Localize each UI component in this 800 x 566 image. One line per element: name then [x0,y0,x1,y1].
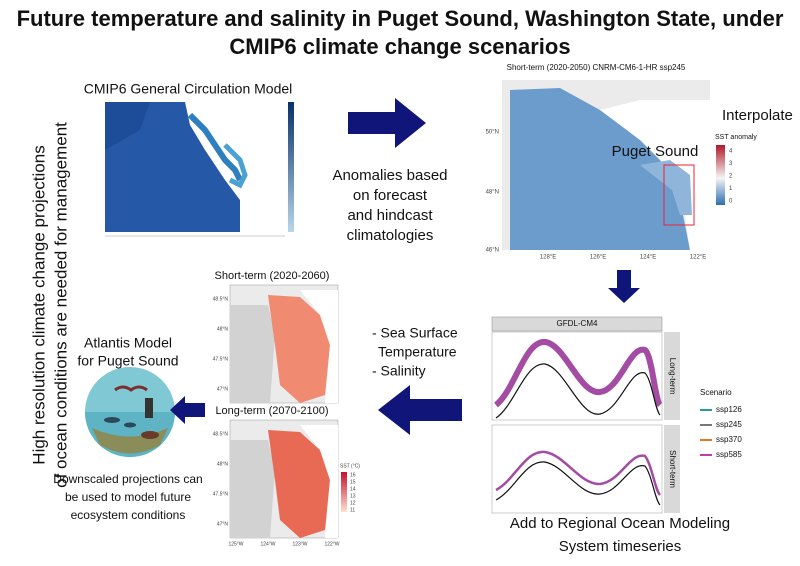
legend-entry: ssp585 [716,450,742,459]
timeseries: GFDL-CM4 Long-term Short-term [491,316,680,514]
atlantis-line: Atlantis Model [84,335,172,351]
lon-label: 122°W [324,541,339,547]
legend-title: Scenario [700,388,732,397]
legend-tick: 11 [350,507,355,513]
arrow [608,270,640,303]
lon-label: 123°W [292,541,307,547]
lat-label: 48°N [217,461,229,467]
lat-label: 47°N [217,521,229,527]
interpolate-label: Interpolate [722,107,793,124]
lat-label: 46°N [486,248,499,254]
legend-tick: 14 [350,486,356,492]
anomalies-line: and hindcast [347,207,433,224]
legend-tick: 1 [729,186,733,192]
anomalies-line: Anomalies based [332,167,447,184]
lat-label: 48°N [486,190,499,196]
side-line: of ocean conditions are needed for manag… [51,122,70,488]
title-line: Future temperature and salinity in Puget… [17,6,784,31]
sound [268,295,330,403]
caption-line: be used to model future [65,490,191,504]
legend-tick: 2 [729,174,733,180]
puget-label: Puget Sound [612,143,699,160]
lat-label: 48.5°N [213,431,229,437]
lat-label: 47.5°N [213,491,229,497]
arrow [348,98,426,148]
colorbar [341,472,347,512]
lon-label: 125°W [228,541,243,547]
lon-label: 122°E [690,255,706,261]
legend-tick: 4 [729,149,733,155]
gcm-title: CMIP6 General Circulation Model [84,81,293,97]
land [230,440,275,538]
anomalies-line: on forecast [353,187,428,204]
lat-label: 50°N [486,130,499,136]
atlantis-icon [85,367,175,457]
legend-tick: 16 [350,472,356,478]
caption-line: System timeseries [559,538,682,555]
variable-line: - Salinity [372,363,426,379]
legend-tick: 13 [350,493,356,499]
arrow [378,385,462,435]
title-line: CMIP6 climate change scenarios [229,34,570,59]
lon-label: 124°E [640,255,656,261]
land [230,305,275,403]
legend-entry: ssp126 [716,405,742,414]
lon-label: 128°E [540,255,556,261]
legend-entry: ssp245 [716,420,742,429]
interp-map [502,80,710,250]
map-title: Long-term (2070-2100) [215,405,328,417]
sound [268,430,330,538]
variable-line: - Sea Surface [372,325,458,341]
side-line: High resolution climate change projectio… [29,145,48,464]
legend-title: SST anomaly [715,134,757,141]
land-east [300,425,338,538]
anomalies-line: climatologies [347,227,434,244]
panel-label: Short-term [668,450,677,488]
anomalies-text: Anomalies based on forecast and hindcast… [332,167,447,244]
model-label: GFDL-CM4 [557,319,598,328]
lon-label: 126°E [590,255,606,261]
lat-label: 47.5°N [213,356,229,362]
map-title: Short-term (2020-2060) [215,270,330,282]
arrow [170,396,205,424]
legend-tick: 0 [729,199,733,205]
legend-tick: 15 [350,479,356,485]
atlantis-line: for Puget Sound [77,353,178,369]
lat-label: 47°N [217,386,229,392]
caption-line: Add to Regional Ocean Modeling [510,515,730,532]
caption-line: ecosystem conditions [71,508,186,522]
legend-title: SST (°C) [340,463,360,469]
lat-label: 48°N [217,326,229,332]
caption-line: Downscaled projections can [53,472,202,486]
land-east [300,290,338,403]
map-title: Short-term (2020-2050) CNRM-CM6-1-HR ssp… [507,63,686,72]
lon-label: 124°W [260,541,275,547]
side-text: High resolution climate change projectio… [29,122,70,488]
gcm-map [105,102,294,237]
legend-tick: 12 [350,500,356,506]
legend-entry: ssp370 [716,435,742,444]
legend-tick: 3 [729,161,733,167]
variable-line: Temperature [378,344,457,360]
panel-label: Long-term [668,358,677,395]
lat-label: 48.5°N [213,296,229,302]
colorbar [716,145,725,205]
